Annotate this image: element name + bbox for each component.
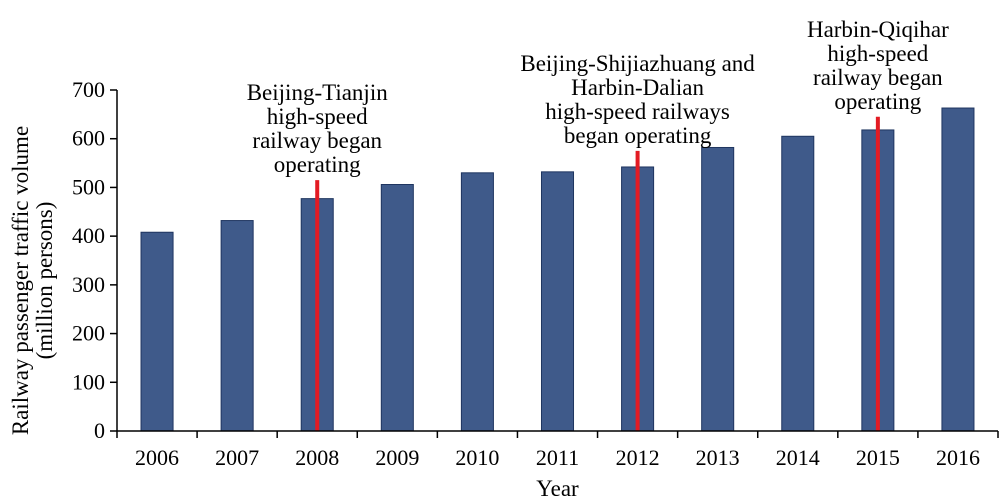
annotation-text-2008: Beijing-Tianjin high-speed railway began op… [247,80,388,177]
x-tick-label: 2006 [135,445,179,470]
bars-group [140,107,975,432]
x-tick-label: 2009 [375,445,419,470]
y-tick-label: 300 [72,272,105,297]
annotation-text-line: Beijing-Shijiazhuang and [520,51,755,76]
annotations-text-group: Beijing-Tianjin high-speed railway began op… [247,17,949,177]
y-tick-label: 0 [94,418,105,443]
annotation-text-line: operating [834,89,921,114]
y-tick-label: 200 [72,321,105,346]
annotation-text-line: operating [274,152,361,177]
x-tick-label: 2013 [696,445,740,470]
annotation-text-2012: Beijing-Shijiazhuang and Harbin-Dalian hig… [520,51,755,148]
annotation-lines-group [315,116,880,431]
bar-2011 [540,171,575,432]
bar-2007 [220,220,254,432]
y-tick-label: 700 [72,77,105,102]
x-tick-label: 2016 [936,445,980,470]
bar-2013 [701,146,735,432]
y-ticks-group: 0 100 200 300 400 500 600 700 [72,77,117,443]
x-tick-label: 2015 [856,445,900,470]
bar-2009 [380,184,414,432]
x-tick-label: 2008 [295,445,339,470]
annotation-text-line: high-speed railways [545,99,730,124]
bar-2014 [781,135,815,432]
annotation-text-line: Harbin-Qiqihar [807,17,949,42]
annotation-text-line: high-speed [267,104,368,129]
y-tick-label: 400 [72,223,105,248]
axes-group [116,90,998,432]
y-axis-title-line: (million persons) [32,202,57,360]
annotation-text-line: began operating [564,123,712,148]
x-tick-label: 2010 [455,445,499,470]
bar-2006 [140,231,174,432]
x-tick-label: 2011 [536,445,579,470]
x-axis-title: Year [536,476,579,498]
annotation-text-line: high-speed [827,41,928,66]
bar-2010 [460,172,494,432]
y-tick-label: 100 [72,369,105,394]
x-tick-label: 2012 [616,445,660,470]
annotation-text-line: Beijing-Tianjin [247,80,388,105]
y-tick-label: 500 [72,174,105,199]
y-tick-label: 600 [72,126,105,151]
annotation-text-line: Harbin-Dalian [571,75,704,100]
annotation-text-line: railway began [252,128,382,153]
x-tick-label: 2014 [776,445,820,470]
x-ticks-group: 2006 2007 2008 2009 2010 2011 2012 2013 2014 2015… [116,431,999,470]
annotation-text-line: railway began [813,65,943,90]
y-axis-title: Railway passenger traffic volume(million… [8,126,57,435]
annotation-text-2015: Harbin-Qiqihar high-speed railway began ope… [807,17,949,114]
x-tick-label: 2007 [215,445,259,470]
y-axis-title-line: Railway passenger traffic volume [8,126,33,435]
bar-2016 [941,107,975,432]
